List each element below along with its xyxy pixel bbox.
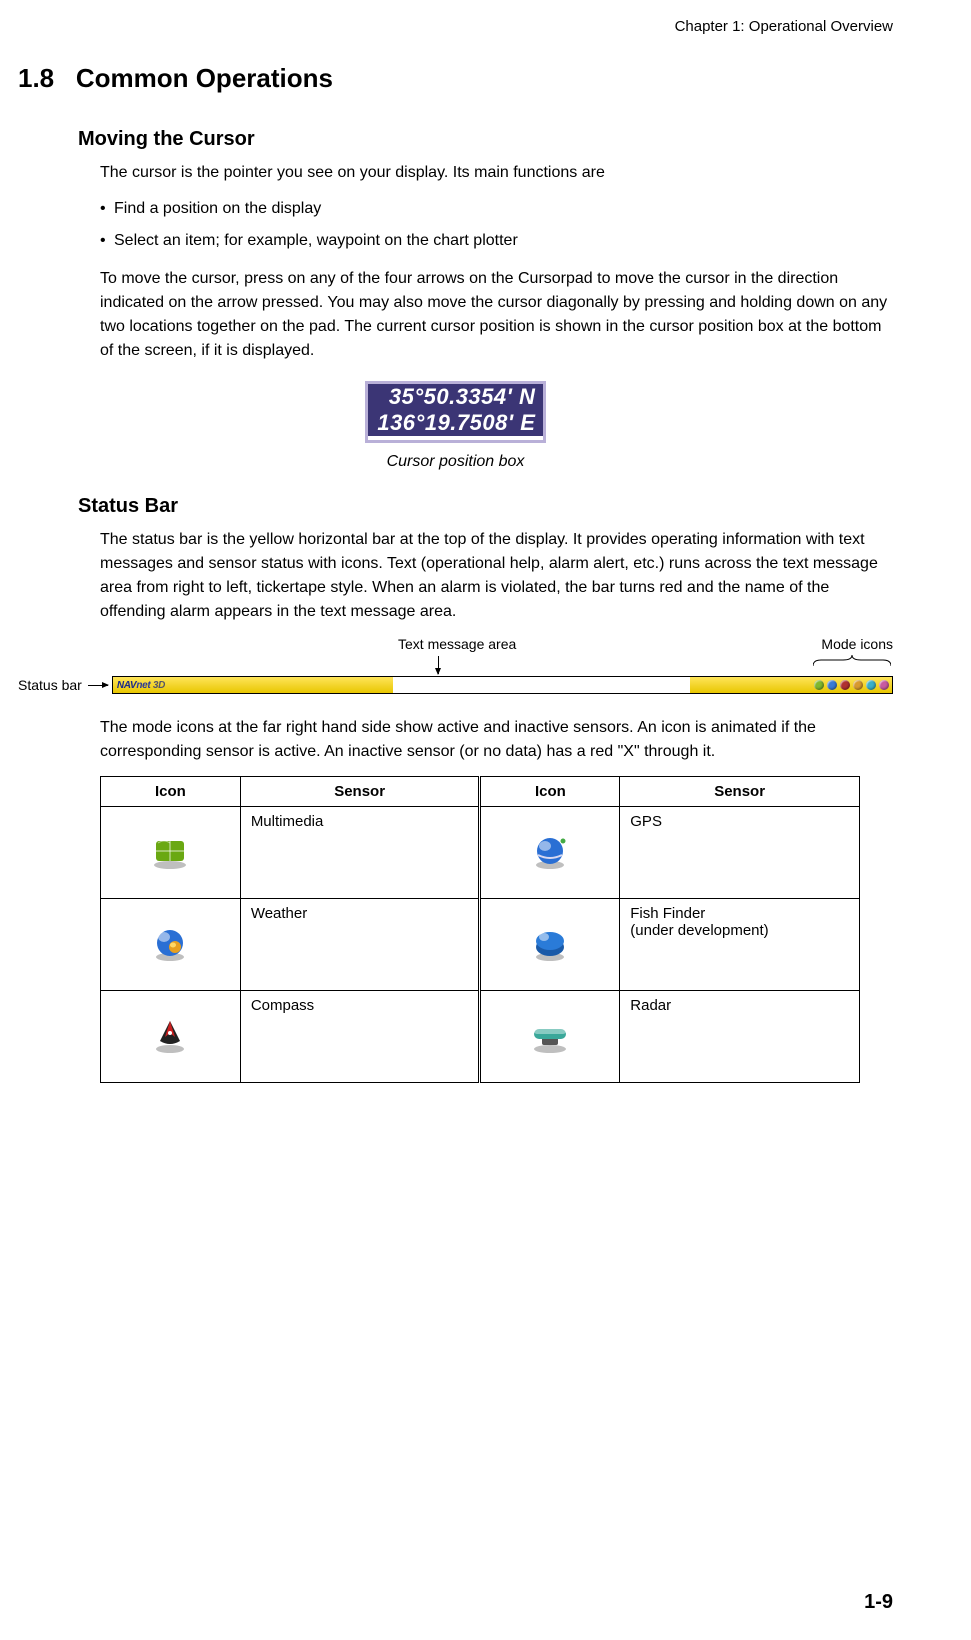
status-bar-right (690, 677, 810, 693)
mode-icons-tray (810, 677, 892, 693)
icon-cell (480, 899, 620, 991)
table-row: Compass Radar (101, 991, 860, 1083)
cursor-box-caption: Cursor position box (18, 453, 893, 471)
icon-cell (480, 807, 620, 899)
sensor-label: Fish Finder (under development) (620, 899, 860, 991)
icon-cell (101, 991, 241, 1083)
subsection-status-bar: Status Bar (78, 495, 893, 518)
th-sensor-1: Sensor (240, 777, 480, 807)
sensor-label: Weather (240, 899, 480, 991)
logo-net: net (136, 680, 150, 691)
cursor-position-box: 35°50.3354' N 136°19.7508' E (365, 381, 547, 443)
section-title: 1.8 Common Operations (18, 63, 893, 94)
logo-3d: 3D (150, 680, 165, 691)
longitude-value: 136°19.7508' E (368, 410, 544, 436)
weather-icon (148, 923, 192, 963)
mode-icon (840, 680, 850, 690)
navnet-logo: NAVnet 3D (113, 677, 213, 693)
table-row: Multimedia GPS (101, 807, 860, 899)
latitude-value: 35°50.3354' N (368, 384, 544, 410)
status-bar-text-area (393, 677, 690, 693)
th-icon-2: Icon (480, 777, 620, 807)
cursor-box-figure: 35°50.3354' N 136°19.7508' E (18, 381, 893, 443)
label-text-message-area: Text message area (398, 636, 516, 652)
mode-icon (814, 680, 824, 690)
fish-finder-icon (528, 923, 572, 963)
arrow-right-icon (88, 685, 108, 686)
statusbar-para1: The status bar is the yellow horizontal … (100, 528, 893, 624)
subsection-moving-cursor: Moving the Cursor (78, 128, 893, 151)
section-number: 1.8 (18, 63, 54, 93)
icon-cell (480, 991, 620, 1083)
cursor-bullet-list: Find a position on the display Select an… (100, 197, 893, 253)
th-sensor-2: Sensor (620, 777, 860, 807)
gps-icon (528, 831, 572, 871)
bullet-item: Select an item; for example, waypoint on… (100, 229, 893, 253)
mode-icon (879, 680, 889, 690)
arrow-down-icon (438, 656, 439, 674)
section-name: Common Operations (76, 63, 333, 93)
bullet-item: Find a position on the display (100, 197, 893, 221)
multimedia-icon (148, 831, 192, 871)
status-bar: NAVnet 3D (112, 676, 893, 694)
sensor-label: Radar (620, 991, 860, 1083)
sensor-label: GPS (620, 807, 860, 899)
label-mode-icons: Mode icons (821, 636, 893, 652)
sensor-label: Multimedia (240, 807, 480, 899)
th-icon-1: Icon (101, 777, 241, 807)
chapter-header: Chapter 1: Operational Overview (18, 18, 893, 35)
logo-nav: NAV (117, 680, 136, 691)
page-number: 1-9 (864, 1591, 893, 1614)
radar-icon (528, 1015, 572, 1055)
icon-cell (101, 899, 241, 991)
sensor-label: Compass (240, 991, 480, 1083)
cursor-para2: To move the cursor, press on any of the … (100, 267, 893, 363)
brace-icon (813, 654, 891, 666)
icon-cell (101, 807, 241, 899)
label-status-bar: Status bar (18, 677, 82, 693)
mode-icon (827, 680, 837, 690)
mode-icon (853, 680, 863, 690)
statusbar-para2: The mode icons at the far right hand sid… (100, 716, 893, 764)
mode-icon (866, 680, 876, 690)
compass-icon (148, 1015, 192, 1055)
sensor-table: Icon Sensor Icon Sensor MultimediaGPSWea… (100, 776, 860, 1083)
table-row: Weather Fish Finder (under development) (101, 899, 860, 991)
status-bar-left (213, 677, 393, 693)
cursor-intro: The cursor is the pointer you see on you… (100, 161, 893, 185)
